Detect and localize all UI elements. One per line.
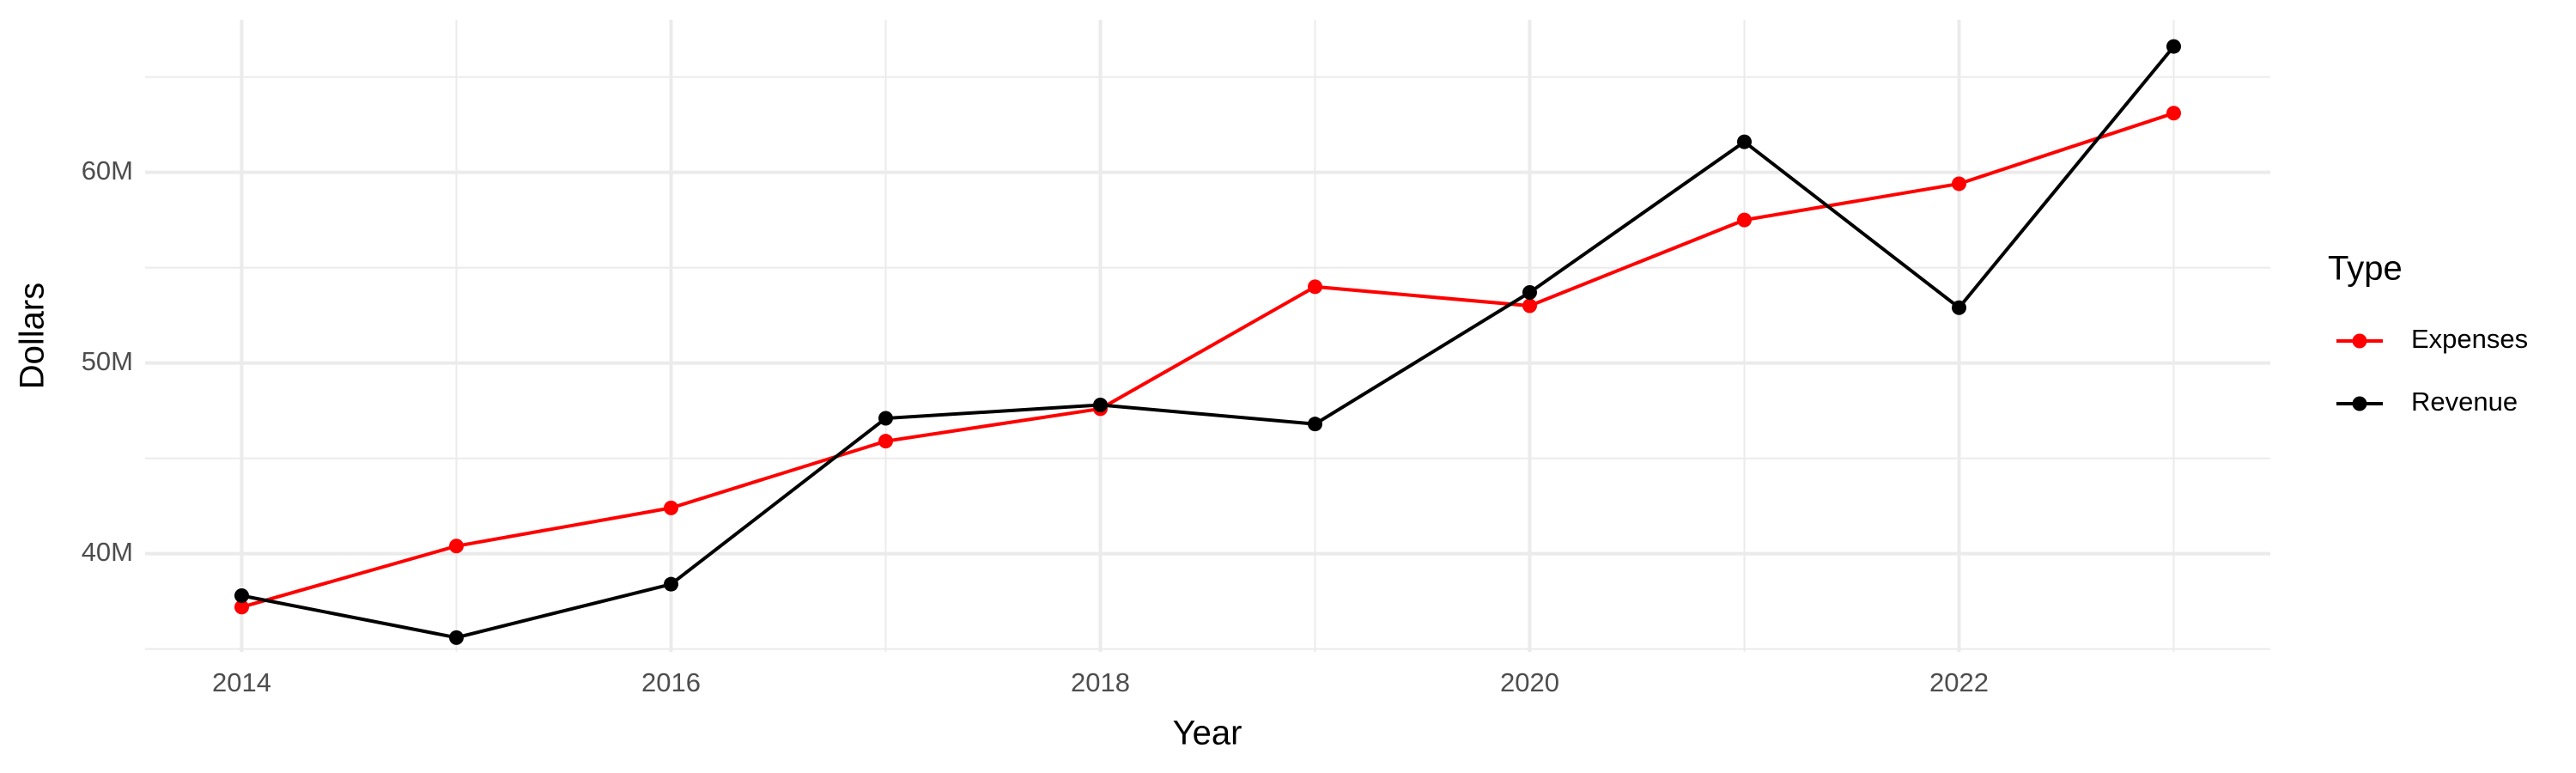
legend-title: Type (2328, 250, 2403, 288)
legend-key-point (2352, 333, 2367, 349)
x-tick-label: 2018 (1071, 667, 1130, 697)
y-tick-label: 60M (82, 155, 133, 186)
data-point (878, 411, 893, 426)
data-point (878, 434, 893, 449)
data-point (449, 630, 464, 645)
legend-label: Revenue (2411, 386, 2518, 417)
data-point (449, 539, 464, 554)
data-point (1522, 284, 1537, 300)
series-line (240, 111, 2175, 609)
grid (145, 20, 2270, 652)
marks (234, 39, 2181, 645)
y-tick-label: 50M (82, 346, 133, 376)
data-point (1308, 279, 1322, 295)
data-point (2166, 106, 2181, 121)
data-point (664, 500, 678, 515)
series-line (241, 45, 2176, 640)
data-point (1308, 417, 1322, 432)
x-tick-label: 2014 (212, 667, 271, 697)
y-axis-title: Dollars (14, 283, 52, 389)
x-tick-label: 2016 (641, 667, 701, 697)
data-point (234, 600, 249, 615)
data-point (1952, 176, 1966, 192)
y-tick-label: 40M (82, 537, 133, 567)
data-point (234, 588, 249, 604)
data-point (1737, 134, 1752, 149)
data-point (1737, 212, 1752, 228)
legend-key-point (2352, 396, 2367, 411)
data-point (1952, 300, 1966, 315)
x-tick-label: 2022 (1929, 667, 1989, 697)
data-point (2166, 39, 2181, 54)
data-point (1093, 397, 1108, 412)
x-tick-label: 2020 (1500, 667, 1559, 697)
legend-label: Expenses (2411, 324, 2528, 354)
data-point (664, 576, 678, 592)
data-point (1522, 298, 1537, 313)
x-axis-title: Year (1173, 715, 1242, 752)
